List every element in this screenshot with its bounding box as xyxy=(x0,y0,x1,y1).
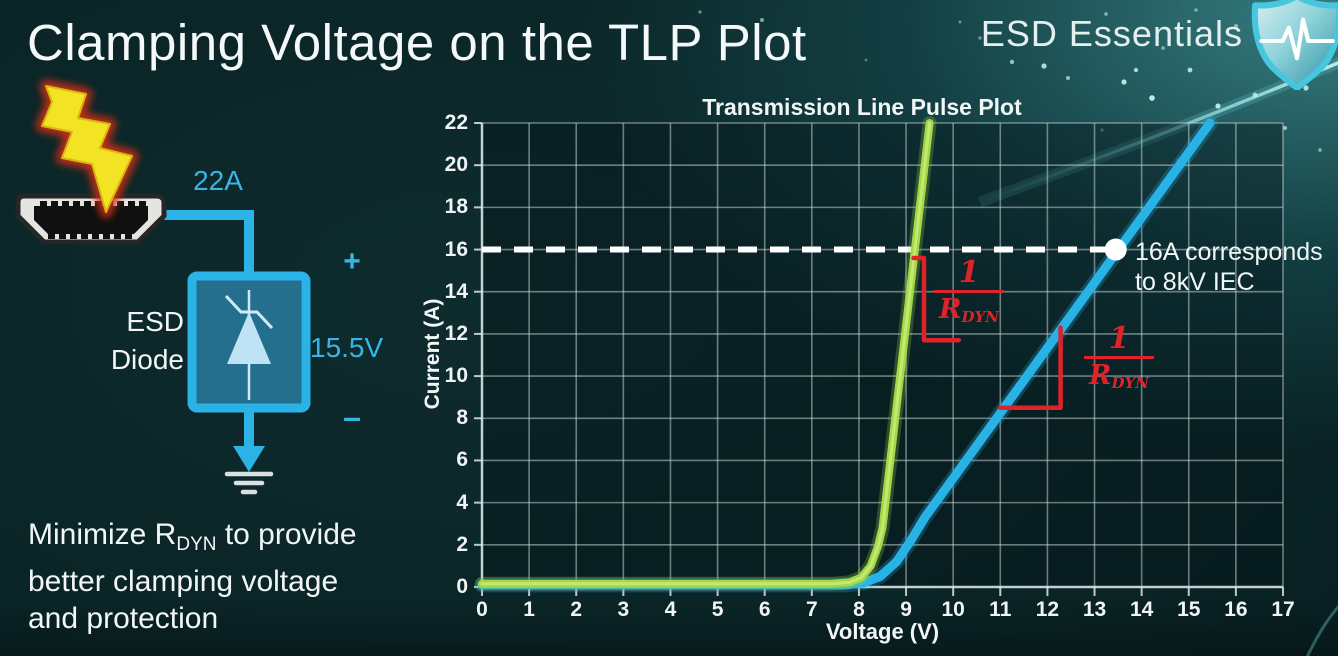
fraction-denominator: RDYN xyxy=(939,294,999,327)
fraction-bar xyxy=(1084,356,1154,359)
wire xyxy=(164,210,254,278)
shield-pulse-icon xyxy=(1251,0,1338,90)
esd-diode-label-line2: Diode xyxy=(110,344,184,375)
fraction-bar xyxy=(934,290,1004,293)
surge-current-label: 22A xyxy=(193,165,243,196)
marker-annotation-line2: to 8kV IEC xyxy=(1135,268,1255,296)
rdyn-subscript: DYN xyxy=(176,534,217,555)
chart-title: Transmission Line Pulse Plot xyxy=(702,94,1022,120)
page-title: Clamping Voltage on the TLP Plot xyxy=(27,14,807,71)
fraction-denominator: RDYN xyxy=(1089,360,1149,393)
esd-diode-label-line1: ESD xyxy=(126,306,184,337)
polarity-minus-label: – xyxy=(343,399,361,435)
takeaway-note-line1: Minimize RDYN to provide xyxy=(28,518,357,555)
rdyn-fraction-blue: 1 RDYN xyxy=(1082,323,1156,398)
marker-annotation-line1: 16A corresponds xyxy=(1135,238,1323,266)
ground-icon xyxy=(224,408,274,495)
fraction-numerator: 1 xyxy=(958,255,980,290)
takeaway-note: Minimize RDYN to provide better clamping… xyxy=(28,516,357,637)
brand-name: ESD Essentials xyxy=(980,13,1243,54)
lightning-bolt-icon xyxy=(36,80,138,218)
marker-annotation: 16A corresponds to 8kV IEC xyxy=(1135,237,1323,297)
takeaway-note-line3: and protection xyxy=(28,602,219,635)
y-axis-label: Current (A) xyxy=(421,298,444,410)
esd-diode-label: ESD Diode xyxy=(94,303,184,379)
hdmi-connector-icon xyxy=(15,193,167,245)
rdyn-fraction-green: 1 RDYN xyxy=(932,257,1006,332)
x-axis-label: Voltage (V) xyxy=(825,619,940,644)
fraction-numerator: 1 xyxy=(1108,321,1130,356)
marker-dot xyxy=(1104,238,1127,261)
takeaway-note-line2: better clamping voltage xyxy=(28,565,339,598)
clamp-voltage-label: 15.5V xyxy=(310,332,384,363)
esd-diagram xyxy=(15,80,311,495)
polarity-plus-label: + xyxy=(343,245,361,278)
